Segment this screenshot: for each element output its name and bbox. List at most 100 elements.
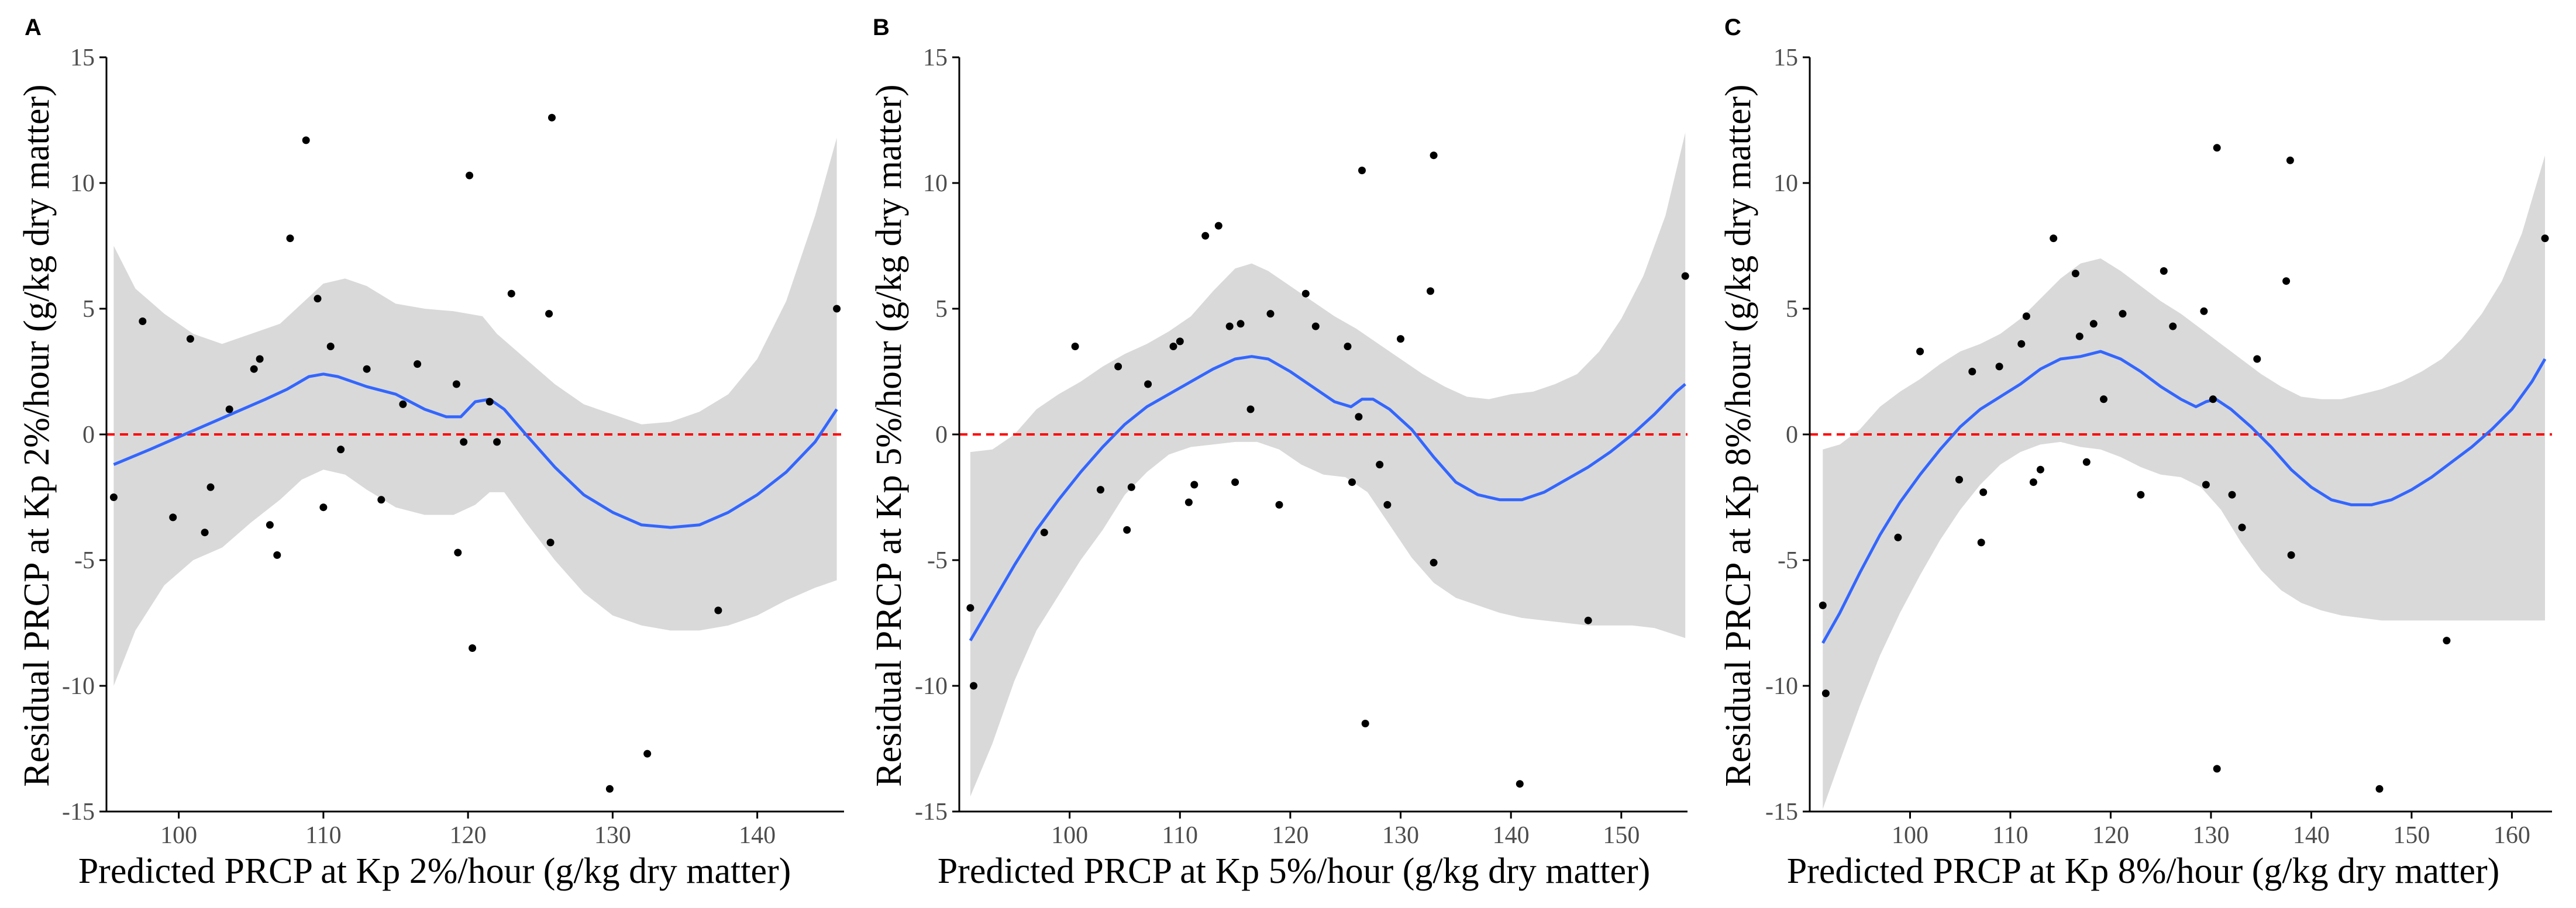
y-tick-label: 5 (82, 296, 95, 323)
data-point (2160, 267, 2168, 275)
data-point (201, 529, 209, 537)
data-point (1376, 461, 1384, 469)
data-point (1681, 272, 1689, 280)
data-point (2238, 523, 2246, 531)
data-point (1955, 475, 1963, 484)
x-axis-title-b: Predicted PRCP at Kp 5%/hour (g/kg dry m… (938, 851, 1651, 891)
data-point (1361, 720, 1369, 727)
data-point (466, 171, 474, 179)
data-point (605, 785, 614, 793)
data-point (1275, 500, 1283, 509)
data-point (1344, 343, 1352, 350)
data-point (1348, 478, 1356, 486)
data-point (1114, 362, 1122, 371)
data-point (1397, 335, 1404, 343)
data-point (1355, 413, 1363, 421)
data-point (1995, 362, 2003, 371)
data-point (1516, 780, 1524, 788)
x-tick-label: 160 (2494, 822, 2530, 849)
data-point (225, 405, 233, 413)
data-point (2202, 481, 2210, 489)
data-point (546, 538, 555, 547)
data-point (1040, 529, 1048, 537)
data-point (337, 446, 345, 454)
panel-letter-a: A (25, 15, 42, 40)
x-tick-label: 120 (450, 822, 487, 849)
data-point (1127, 483, 1135, 491)
data-point (2443, 637, 2451, 645)
data-point (2209, 395, 2217, 403)
plot-area-b: -15 -10 -5 0 5 10 15 100 110 120 130 140 150 (915, 44, 1689, 849)
data-point (2017, 340, 2026, 348)
data-point (1214, 222, 1222, 230)
data-point (1301, 289, 1310, 298)
x-tick-label: 140 (2293, 822, 2330, 849)
data-point (319, 503, 328, 512)
data-point (169, 513, 177, 522)
data-point (1821, 689, 1830, 698)
data-point (1977, 538, 1985, 547)
y-tick-label: -5 (74, 547, 95, 574)
confidence-band-a (113, 137, 837, 686)
data-point (485, 398, 494, 406)
data-point (2541, 234, 2549, 243)
plot-area-c: -15 -10 -5 0 5 10 15 100 110 120 130 140 150 160 (1765, 44, 2552, 849)
data-point (1383, 500, 1392, 509)
data-point (266, 521, 274, 529)
data-point (1979, 488, 1988, 496)
data-point (2287, 551, 2295, 559)
data-point (1190, 481, 1199, 489)
data-point (493, 438, 501, 446)
panel-b: -15 -10 -5 0 5 10 15 100 110 120 130 140 150 B Predi… (869, 15, 1689, 891)
data-point (1358, 167, 1366, 174)
data-point (1427, 287, 1434, 295)
x-axis-title-a: Predicted PRCP at Kp 2%/hour (g/kg dry m… (78, 851, 791, 891)
data-point (2213, 765, 2221, 773)
data-point (2213, 144, 2221, 152)
data-point (1266, 310, 1275, 318)
data-point (1231, 478, 1239, 486)
data-point (377, 496, 385, 504)
y-tick-label: 0 (935, 422, 948, 448)
data-point (302, 136, 310, 144)
data-point (2022, 312, 2030, 320)
data-point (2075, 332, 2083, 340)
y-tick-label: 15 (1773, 44, 1798, 71)
x-tick-label: 140 (1493, 822, 1530, 849)
data-point (256, 355, 264, 363)
x-tick-label: 150 (1603, 822, 1640, 849)
data-point (454, 548, 462, 557)
data-point (2082, 458, 2091, 466)
data-point (1176, 337, 1184, 346)
panel-c: -15 -10 -5 0 5 10 15 100 110 120 130 140 150 160 C Pr… (1719, 15, 2552, 891)
data-point (1584, 616, 1592, 624)
y-axis-title-b: Residual PRCP at Kp 5%/hour (g/kg dry ma… (869, 84, 909, 786)
data-point (286, 234, 294, 243)
y-tick-label: -15 (62, 799, 95, 826)
data-point (1225, 322, 1234, 330)
data-point (326, 343, 335, 350)
data-point (1246, 405, 1255, 413)
data-point (714, 606, 722, 614)
x-tick-label: 100 (160, 822, 197, 849)
data-point (970, 682, 977, 690)
data-point (206, 483, 215, 491)
data-point (966, 604, 974, 612)
x-tick-label: 120 (2092, 822, 2129, 849)
y-tick-label: -10 (1765, 673, 1798, 700)
data-point (2253, 355, 2261, 363)
data-point (1097, 486, 1104, 494)
y-tick-label: -15 (915, 799, 948, 826)
data-point (2036, 465, 2044, 474)
data-point (548, 113, 556, 122)
y-axis-title-c: Residual PRCP at Kp 8%/hour (g/kg dry ma… (1719, 84, 1758, 786)
data-point (1916, 347, 1924, 355)
data-point (2050, 234, 2058, 243)
x-tick-label: 140 (739, 822, 776, 849)
data-point (2071, 270, 2079, 278)
y-tick-label: 10 (923, 170, 948, 197)
data-point (2286, 156, 2294, 164)
panel-letter-c: C (1724, 15, 1741, 40)
x-tick-label: 130 (594, 822, 631, 849)
